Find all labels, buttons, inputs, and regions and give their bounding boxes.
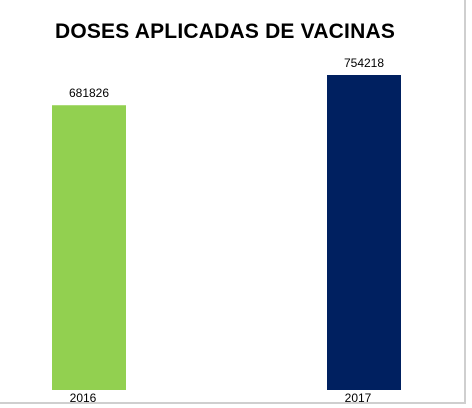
bar-2016 [52, 105, 126, 390]
category-label-2016: 2016 [70, 391, 97, 405]
bar-2017 [327, 75, 401, 390]
chart-frame [0, 0, 466, 404]
category-label-2017: 2017 [345, 391, 372, 405]
data-label-2017: 754218 [344, 56, 384, 70]
chart-title: DOSES APLICADAS DE VACINAS [54, 20, 396, 43]
data-label-2016: 681826 [69, 86, 109, 100]
